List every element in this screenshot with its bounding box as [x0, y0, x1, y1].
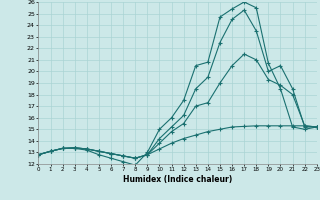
X-axis label: Humidex (Indice chaleur): Humidex (Indice chaleur): [123, 175, 232, 184]
